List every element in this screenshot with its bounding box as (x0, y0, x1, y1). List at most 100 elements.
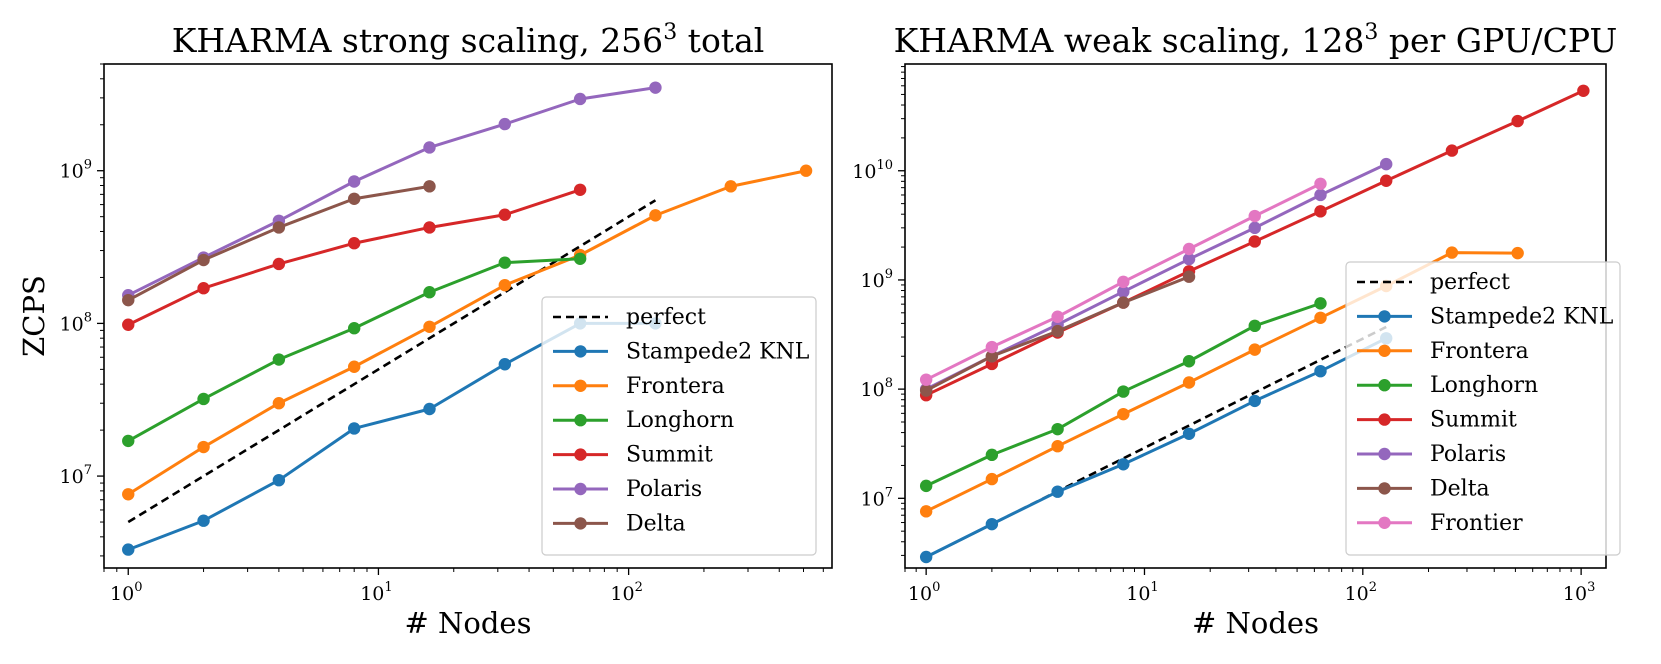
data-point-summit (197, 282, 210, 295)
legend-label: perfect (1430, 270, 1510, 295)
data-point-delta (985, 350, 999, 363)
legend-swatch-marker (574, 517, 587, 530)
data-point-longhorn (498, 256, 512, 269)
data-point-summit (498, 208, 512, 221)
chart-title: KHARMA weak scaling, 1283 per GPU/CPU (894, 20, 1618, 60)
data-point-stampede2-knl (919, 550, 933, 564)
data-point-frontier (1051, 310, 1064, 323)
series-perfect (127, 199, 657, 524)
y-tick-label: 107 (861, 485, 893, 510)
data-point-summit (347, 237, 361, 250)
y-tick-label-base: 10 (861, 379, 885, 401)
x-tick-label: 103 (1563, 580, 1595, 605)
data-point-longhorn (1248, 319, 1261, 333)
y-tick-label-exponent: 10 (876, 158, 893, 173)
data-point-frontera (985, 472, 999, 486)
legend-swatch-marker (574, 345, 587, 358)
x-tick-label-exponent: 2 (1369, 580, 1377, 595)
x-tick-label-base: 10 (360, 583, 384, 605)
data-point-longhorn (347, 322, 361, 335)
weak-scaling-chart: KHARMA weak scaling, 1283 per GPU/CPU # N… (852, 20, 1621, 640)
data-point-frontera (122, 488, 135, 501)
data-point-frontier (1314, 177, 1327, 190)
data-point-summit (1314, 205, 1327, 218)
data-point-delta (272, 221, 286, 234)
x-tick-label-exponent: 0 (134, 580, 142, 595)
y-tick-label: 108 (60, 310, 92, 335)
x-tick-label-exponent: 2 (635, 580, 643, 595)
data-point-frontera (423, 320, 436, 333)
data-point-stampede2-knl (1182, 427, 1196, 440)
x-tick-label-exponent: 1 (384, 580, 392, 595)
data-point-frontera (649, 209, 662, 222)
x-tick-label: 102 (610, 580, 642, 605)
data-point-frontera (1051, 440, 1064, 453)
data-point-frontera (272, 397, 286, 410)
data-point-summit (423, 221, 436, 234)
data-point-longhorn (1117, 385, 1130, 398)
data-point-polaris (1314, 188, 1327, 202)
x-tick-label-base: 10 (610, 583, 634, 605)
legend-label: Stampede2 KNL (626, 339, 810, 364)
data-point-longhorn (919, 479, 933, 493)
data-point-delta (197, 253, 210, 267)
data-point-summit (272, 257, 286, 271)
x-tick-label-exponent: 1 (1150, 580, 1158, 595)
x-tick-label-base: 10 (1563, 583, 1587, 605)
data-point-polaris (498, 117, 512, 131)
y-tick-label-base: 10 (861, 270, 885, 292)
chart-title-suffix: total (677, 21, 764, 60)
series-line-polaris (127, 86, 656, 297)
data-point-longhorn (985, 448, 999, 462)
y-tick-label-base: 10 (60, 466, 84, 488)
data-point-stampede2-knl (272, 473, 286, 487)
data-point-longhorn (272, 353, 286, 366)
y-tick-label-base: 10 (861, 488, 885, 510)
data-point-stampede2-knl (985, 517, 999, 531)
series-line-perfect (127, 199, 657, 524)
legend-swatch-marker (1378, 413, 1391, 426)
data-point-frontera (724, 180, 737, 193)
data-point-frontera (1248, 343, 1261, 356)
y-tick-label-base: 10 (60, 313, 84, 335)
data-point-longhorn (197, 392, 210, 406)
data-point-longhorn (423, 286, 436, 299)
legend-swatch-marker (1378, 344, 1391, 357)
series-line-stampede2-knl (925, 336, 1387, 559)
legend-label: Frontera (626, 374, 725, 399)
data-point-summit (1248, 235, 1261, 248)
legend-swatch-marker (574, 482, 587, 496)
legend-swatch-marker (1378, 447, 1391, 461)
data-point-summit (1380, 174, 1393, 187)
y-tick-label-exponent: 9 (885, 267, 893, 282)
y-tick-label-base: 10 (60, 161, 84, 183)
data-point-polaris (573, 92, 587, 106)
series-longhorn (122, 252, 587, 448)
y-tick-label: 108 (861, 376, 893, 401)
data-point-longhorn (1051, 422, 1064, 436)
data-point-stampede2-knl (1248, 394, 1261, 408)
x-axis-label: # Nodes (405, 606, 532, 640)
x-tick-label-base: 10 (1126, 583, 1150, 605)
data-point-delta (423, 180, 436, 193)
legend-swatch-marker (1378, 310, 1391, 323)
data-point-summit (573, 183, 587, 196)
y-tick-label: 107 (60, 463, 92, 488)
data-point-delta (1117, 296, 1130, 309)
y-tick-label-base: 10 (852, 161, 876, 183)
data-point-summit (1577, 84, 1590, 97)
x-axis-label: # Nodes (1192, 606, 1319, 640)
chart-title: KHARMA strong scaling, 2563 total (172, 20, 765, 60)
y-tick-label: 109 (861, 267, 893, 292)
legend-swatch-marker (574, 414, 587, 427)
y-tick-label-exponent: 8 (885, 376, 893, 391)
x-tick-label-base: 10 (110, 583, 134, 605)
data-point-stampede2-knl (423, 402, 436, 416)
chart-title-suffix: per GPU/CPU (1378, 21, 1617, 60)
data-point-delta (919, 384, 933, 397)
data-point-frontier (919, 373, 933, 386)
data-point-frontera (1314, 311, 1327, 325)
data-point-longhorn (573, 252, 587, 265)
legend-swatch-marker (1378, 516, 1391, 529)
data-point-polaris (1182, 252, 1196, 266)
